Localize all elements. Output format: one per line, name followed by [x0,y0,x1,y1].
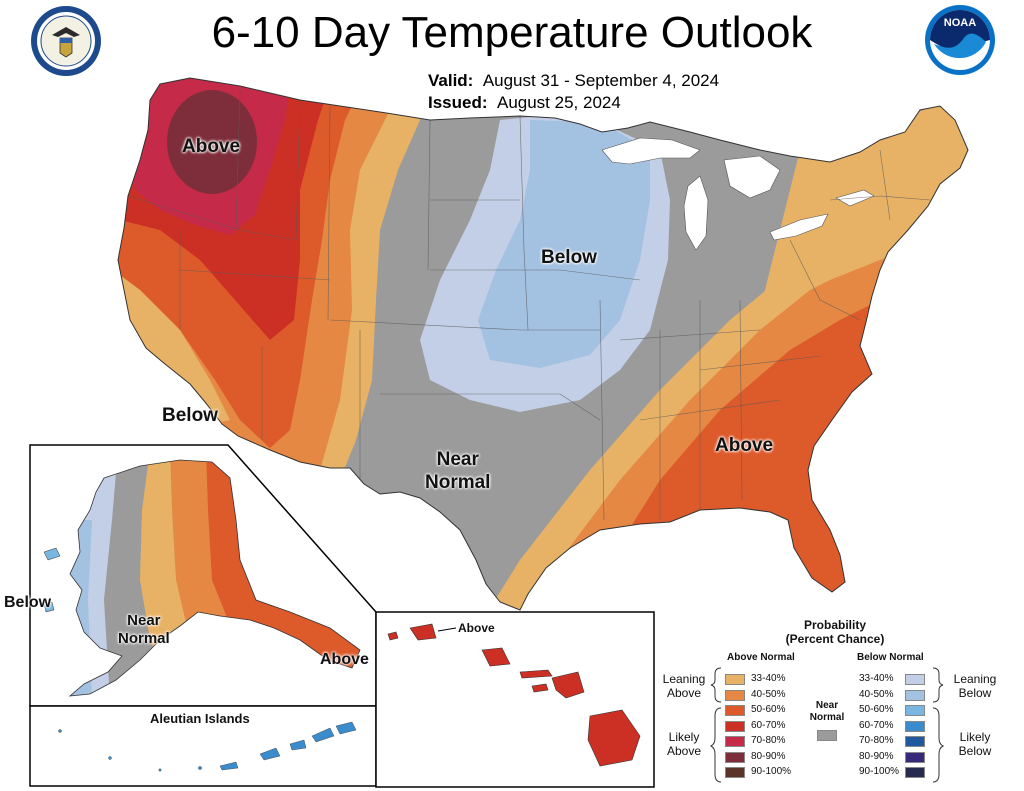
noaa-logo-icon: NOAA [925,5,995,75]
valid-value: August 31 - September 4, 2024 [482,71,720,90]
legend-likely-below-line2: Below [958,744,992,758]
legend-below-label: 33-40% [859,673,894,684]
legend-leaning-below: Leaning Below [945,672,1005,700]
legend-leaning-below-line1: Leaning [953,672,997,686]
issued-value: August 25, 2024 [496,93,621,112]
legend-above-heading: Above Normal [727,652,795,663]
legend-likely-above-line1: Likely [668,730,700,744]
legend-above-label: 50-60% [751,704,786,715]
legend-above-swatch [725,736,745,747]
page-title: 6-10 Day Temperature Outlook [211,8,813,57]
legend-above-label: 33-40% [751,673,786,684]
legend-near-normal-swatch [817,730,837,741]
legend-left-brace-icon [709,667,722,783]
legend-below-label: 80-90% [859,750,894,762]
label-below-southwest: Below [162,405,218,426]
label-hawaii-above: Above [458,621,495,635]
legend-below-heading: Below Normal [857,652,924,663]
legend-above-swatch [725,767,745,778]
legend-near-normal-label: Near Normal [807,700,847,724]
legend-title-line2: (Percent Chance) [785,632,885,646]
legend-below-swatch [905,736,925,747]
legend-below-swatch [905,689,925,701]
legend-below-swatch [905,751,925,763]
legend-likely-below-line1: Likely [959,730,991,744]
legend-leaning-below-line2: Below [958,686,992,700]
label-above-southeast: Above [715,435,774,456]
legend-below-label: 60-70% [859,719,894,731]
legend-above-swatch [725,705,745,716]
legend-near-line2: Normal [809,712,845,723]
legend-below-label: 40-50% [859,688,894,700]
legend-above-swatch [725,689,745,701]
label-near-normal-line2: Normal [425,472,491,493]
legend-right-brace-icon [932,667,945,783]
legend-below-label: 50-60% [859,704,894,715]
legend-above-swatch [725,720,745,732]
noaa-text: NOAA [944,17,976,29]
legend-above-label: 70-80% [751,735,786,746]
probability-legend: Probability (Percent Chance) Above Norma… [655,616,1015,788]
legend-likely-below: Likely Below [945,730,1005,758]
label-alaska-above: Above [320,651,369,668]
label-near-normal-line1: Near [436,449,479,470]
legend-likely-above-line2: Above [666,744,702,758]
aleutian-title: Aleutian Islands [150,711,250,726]
legend-above-label: 40-50% [751,688,786,700]
legend-likely-above: Likely Above [657,730,711,758]
label-alaska-below: Below [4,594,52,611]
validity-info: Valid: August 31 - September 4, 2024 Iss… [428,70,719,114]
label-above-northwest: Above [182,136,241,157]
legend-leaning-above-line2: Above [666,686,702,700]
commerce-seal-icon [31,6,101,76]
legend-below-swatch [905,674,925,685]
issued-label: Issued: [428,93,488,112]
label-below-central: Below [541,247,597,268]
legend-above-label: 90-100% [751,766,792,777]
legend-title-line1: Probability [803,618,866,632]
label-alaska-near-line1: Near [127,612,161,629]
legend-leaning-above-line1: Leaning [662,672,706,686]
legend-near-line1: Near [815,700,839,711]
legend-below-label: 70-80% [859,735,894,746]
legend-below-swatch [905,767,925,778]
legend-below-swatch [905,705,925,716]
legend-below-label: 90-100% [859,766,900,777]
legend-above-swatch [725,674,745,685]
label-alaska-near-normal: Near Normal [118,612,170,648]
label-alaska-near-line2: Normal [118,630,170,647]
legend-above-swatch [725,751,745,763]
legend-above-label: 80-90% [751,750,786,762]
label-near-normal: Near Normal [425,448,490,494]
legend-leaning-above: Leaning Above [657,672,711,700]
legend-below-swatch [905,720,925,732]
legend-above-label: 60-70% [751,719,786,731]
valid-label: Valid: [428,71,474,90]
